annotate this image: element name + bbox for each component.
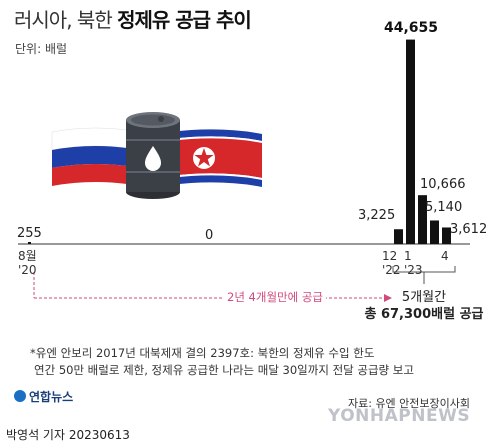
value-label-mar-2023: 5,140: [425, 200, 462, 215]
value-label-gap: 0: [205, 228, 213, 243]
footnote-line-1: *유엔 안보리 2017년 대북제재 결의 2397호: 북한의 정제유 수입 …: [30, 345, 414, 362]
footnote: *유엔 안보리 2017년 대북제재 결의 2397호: 북한의 정제유 수입 …: [30, 345, 414, 379]
bar-2022-12: [394, 229, 403, 244]
logo-icon: [14, 390, 26, 402]
summary-line-2: 총 67,300배럴 공급: [355, 306, 493, 323]
value-label-feb-2023: 10,666: [420, 177, 466, 192]
bar-2020-08: [28, 242, 31, 244]
value-label-jan-2023: 44,655: [384, 20, 438, 36]
summary-line-1: 5개월간: [355, 289, 493, 306]
logo-text: 연합뉴스: [29, 390, 73, 404]
period-bracket: [393, 266, 455, 272]
x-tick-dec-2022: 12 '22: [382, 249, 401, 277]
watermark: YONHAPNEWS: [328, 406, 470, 426]
x-tick-year: '20: [18, 263, 37, 277]
footnote-line-2: 연간 50만 배럴로 제한, 정제유 공급한 나라는 매달 30일까지 전달 공…: [30, 362, 414, 379]
x-tick-year: '22: [382, 263, 401, 277]
x-tick-month: 4: [441, 249, 449, 263]
x-tick-aug-2020: 8월 '20: [18, 249, 37, 277]
north-korea-flag-icon: [170, 129, 262, 187]
value-label-aug-2020: 255: [17, 226, 42, 241]
bar-2023-03: [430, 220, 439, 244]
flags-illustration: [52, 112, 262, 199]
byline: 박영석 기자 20230613: [6, 426, 130, 443]
x-tick-month: 12: [382, 249, 401, 263]
bar-2023-01: [406, 40, 415, 244]
summary-annotation: 5개월간 총 67,300배럴 공급: [355, 289, 493, 323]
value-label-apr-2023: 3,612: [450, 222, 487, 237]
x-tick-apr-2023: 4: [441, 249, 449, 263]
value-label-dec-2022: 3,225: [358, 208, 395, 223]
x-tick-month: 1: [404, 249, 423, 263]
x-tick-month: 8월: [18, 249, 37, 263]
yonhap-logo: 연합뉴스: [14, 388, 73, 405]
x-tick-jan-2023: 1 '23: [404, 249, 423, 277]
x-tick-year: '23: [404, 263, 423, 277]
gap-annotation: 2년 4개월만에 공급: [224, 289, 326, 305]
oil-barrel-icon: [126, 112, 180, 199]
